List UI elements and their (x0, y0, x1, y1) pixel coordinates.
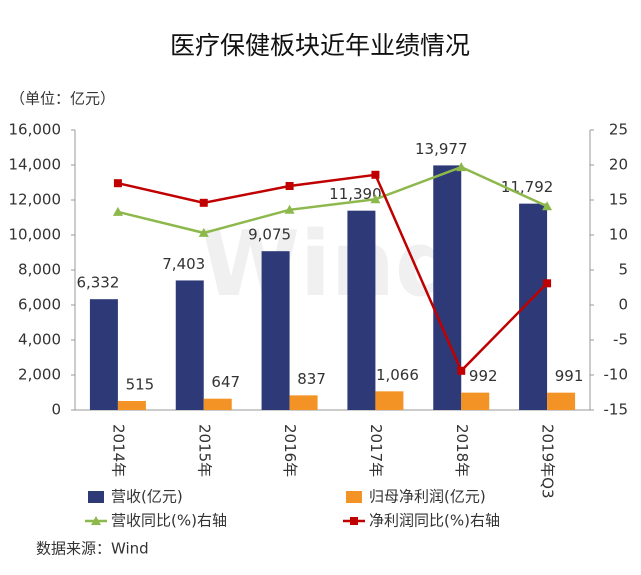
line-marker (112, 206, 123, 216)
value-label: 7,403 (162, 255, 205, 273)
legend-swatch (88, 491, 104, 503)
y-tick-label: 16,000 (9, 121, 62, 139)
bar (175, 280, 204, 410)
y2-tick-label: -15 (604, 401, 629, 419)
x-tick-label: 2019年Q3 (539, 424, 557, 499)
value-label: 1,066 (376, 366, 419, 384)
y-tick-label: 8,000 (18, 261, 61, 279)
source: 数据来源：Wind (36, 540, 149, 558)
y-tick-label: 10,000 (9, 226, 62, 244)
bar (547, 392, 576, 410)
y-tick-label: 6,000 (18, 296, 61, 314)
x-tick-label: 2017年 (367, 424, 385, 477)
legend-marker (91, 516, 101, 525)
legend-marker (350, 517, 358, 525)
line-marker (542, 201, 553, 211)
y-tick-label: 14,000 (9, 156, 62, 174)
bar (117, 400, 146, 410)
line-marker (199, 198, 208, 207)
bar (203, 398, 232, 410)
y2-tick-label: -10 (604, 366, 629, 384)
x-tick-label: 2016年 (281, 424, 299, 477)
y-tick-label: 2,000 (18, 366, 61, 384)
line-marker (456, 162, 467, 172)
value-label: 991 (555, 367, 584, 385)
x-tick-label: 2015年 (195, 424, 213, 477)
y-tick-label: 4,000 (18, 331, 61, 349)
legend-swatch (346, 491, 362, 503)
y2-tick-label: 15 (609, 191, 628, 209)
bar (375, 391, 404, 410)
bar (461, 392, 490, 410)
value-label: 992 (469, 367, 498, 385)
value-label: 837 (297, 370, 326, 388)
line-marker (457, 366, 466, 375)
line (117, 165, 548, 235)
legend-label: 归母净利润(亿元) (369, 488, 486, 506)
line-marker (113, 179, 122, 188)
value-label: 13,977 (415, 140, 468, 158)
value-label: 515 (126, 375, 155, 393)
x-tick-label: 2018年 (453, 424, 471, 477)
value-label: 11,390 (329, 185, 382, 203)
legend-label: 营收(亿元) (111, 488, 183, 506)
line-marker (198, 227, 209, 237)
bar (347, 210, 376, 410)
bar (89, 299, 118, 410)
y2-tick-label: -5 (613, 331, 628, 349)
y2-tick-label: 5 (618, 261, 628, 279)
y2-tick-label: 0 (618, 296, 628, 314)
bar (289, 395, 318, 410)
y2-tick-label: 20 (609, 156, 628, 174)
legend-label: 净利润同比(%)右轴 (369, 512, 500, 530)
line-marker (285, 182, 294, 190)
line (117, 173, 548, 373)
line-marker (371, 170, 380, 179)
y-tick-label: 12,000 (9, 191, 62, 209)
y-tick-label: 0 (51, 401, 61, 419)
unit-label: （单位：亿元） (10, 90, 115, 108)
y2-tick-label: 25 (609, 121, 628, 139)
value-label: 6,332 (76, 274, 119, 292)
chart-title: 医疗保健板块近年业绩情况 (170, 31, 470, 60)
x-tick-label: 2014年 (109, 424, 127, 477)
line-marker (370, 194, 381, 204)
value-label: 9,075 (248, 226, 291, 244)
legend-label: 营收同比(%)右轴 (111, 512, 227, 530)
line-marker (543, 279, 552, 288)
value-label: 11,792 (501, 178, 554, 196)
y2-tick-label: 10 (609, 226, 628, 244)
line-marker (284, 204, 295, 214)
bar (261, 251, 290, 410)
value-label: 647 (211, 373, 240, 391)
watermark: Wind (201, 212, 460, 317)
bar (433, 165, 462, 410)
